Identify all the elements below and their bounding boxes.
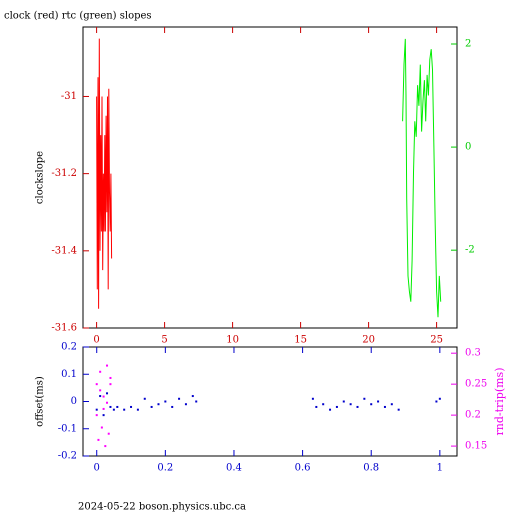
point [97,438,100,441]
point [95,408,98,411]
point [102,414,105,417]
point [335,405,338,408]
y-tick-label: -31.2 [51,168,77,179]
point [322,403,325,406]
point [397,408,400,411]
y-tick-label: -31.6 [51,323,77,334]
x-tick-label: 0.6 [295,463,311,474]
y2-tick-label: -2 [465,245,475,256]
x-tick-label: 0.8 [363,463,379,474]
y2-tick-label: 2 [465,39,471,50]
point [178,397,181,400]
plot-frame [82,26,458,329]
x-tick-label: 0 [93,335,99,346]
point [99,370,102,373]
x-tick-label: 0 [94,463,100,474]
x-tick-label: 20 [362,335,375,346]
point [349,403,352,406]
point [329,408,332,411]
point [143,397,146,400]
y-tick-label: 0.2 [61,342,77,353]
y2-axis-label: rnd-trip(ms) [493,368,506,436]
point [184,403,187,406]
point [106,401,109,404]
point [377,400,380,403]
y2-tick-label: 0.15 [465,441,487,452]
point [102,407,105,410]
point [164,400,167,403]
x-tick-label: 0.2 [157,463,173,474]
point [107,432,110,435]
point [150,405,153,408]
point [342,400,345,403]
point [370,403,373,406]
y-axis-label: clockslope [35,151,46,204]
y2-tick-label: 0.2 [465,410,481,421]
point [104,445,107,448]
y-tick-label: -0.1 [58,423,77,434]
series-line [96,38,113,309]
point [390,403,393,406]
point [100,426,103,429]
y2-tick-label: 0.25 [465,379,487,390]
x-tick-label: 25 [430,335,443,346]
point [109,383,112,386]
point [435,400,438,403]
footer: 2024-05-22 boson.physics.ubc.ca [78,502,246,512]
x-tick-label: 1 [437,463,443,474]
point [106,364,109,367]
point [102,395,105,398]
point [136,408,139,411]
point [315,405,318,408]
x-tick-label: 0.4 [226,463,242,474]
point [130,405,133,408]
plot-frame [82,346,458,457]
x-tick-label: 5 [161,335,167,346]
x-tick-label: 15 [294,335,307,346]
point [123,408,126,411]
point [363,397,366,400]
point [171,405,174,408]
y2-tick-label: 0.3 [465,348,481,359]
y-axis-label: offset(ms) [35,376,46,427]
point [438,397,441,400]
y-tick-label: -0.2 [58,451,77,462]
point [157,403,160,406]
x-tick-label: 10 [226,335,239,346]
point [311,397,314,400]
series-line [402,38,442,318]
point [383,405,386,408]
y-tick-label: -31 [61,91,77,102]
point [106,392,109,395]
point [109,376,112,379]
point [95,414,98,417]
point [109,405,112,408]
point [99,389,102,392]
y-tick-label: 0 [71,396,77,407]
point [191,395,194,398]
point [99,395,102,398]
point [116,405,119,408]
chart-title: clock (red) rtc (green) slopes [4,11,152,22]
point [112,408,115,411]
y2-tick-label: 0 [465,142,471,153]
y-tick-label: -31.4 [51,245,77,256]
point [195,400,198,403]
point [356,405,359,408]
y-tick-label: 0.1 [61,369,77,380]
point [95,383,98,386]
